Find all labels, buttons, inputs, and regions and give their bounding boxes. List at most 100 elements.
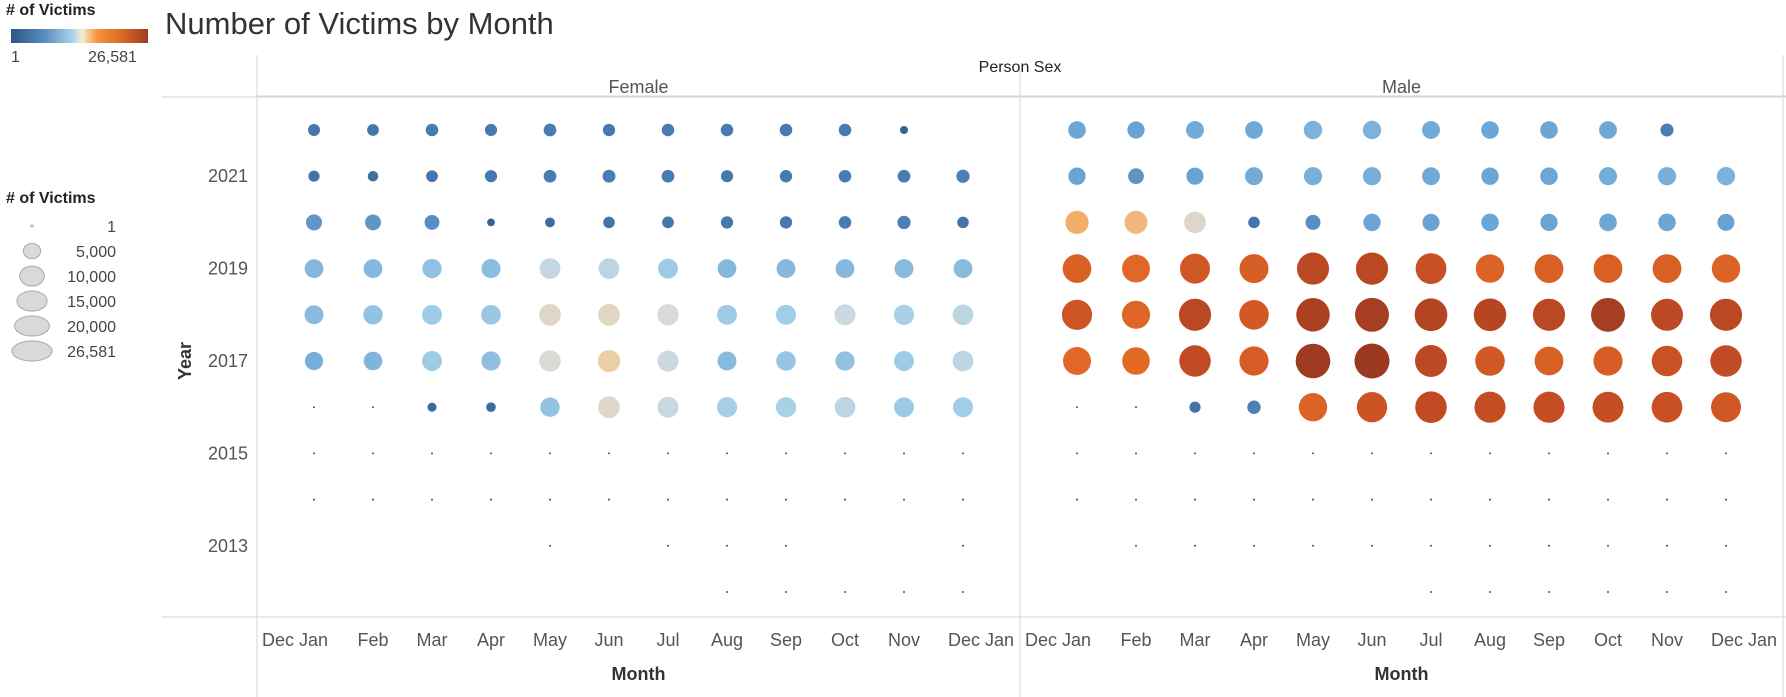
data-point (956, 169, 970, 183)
data-point (1548, 544, 1550, 547)
data-point (953, 259, 973, 279)
data-point (1296, 252, 1330, 285)
data-point (1657, 167, 1677, 186)
data-point (1652, 254, 1682, 283)
data-point (835, 351, 855, 371)
column-header: Person Sex (979, 59, 1062, 76)
data-point (481, 259, 501, 279)
data-point (1599, 213, 1617, 232)
data-point (1592, 391, 1624, 423)
data-point (834, 304, 856, 326)
data-point (894, 259, 914, 279)
data-point (899, 125, 909, 135)
data-point (1312, 452, 1314, 455)
x-tick-label: Mar (417, 630, 448, 650)
x-tick-label: Aug (1474, 630, 1506, 650)
data-point (431, 452, 433, 455)
data-point (658, 258, 678, 279)
data-point (1666, 452, 1668, 455)
x-tick-label: Jun (594, 630, 623, 650)
data-point (720, 170, 734, 183)
data-point (776, 351, 796, 371)
data-point (313, 498, 315, 501)
data-point (1068, 167, 1086, 185)
data-point (1135, 406, 1137, 409)
size-legend-mark (16, 290, 48, 312)
x-axis-title: Month (612, 664, 666, 684)
x-tick-label: Dec Jan (948, 630, 1014, 650)
data-point (667, 544, 669, 547)
data-point (313, 406, 315, 409)
data-point (1534, 346, 1564, 376)
data-point (1422, 167, 1440, 186)
data-point (484, 123, 498, 137)
data-point (1247, 400, 1261, 414)
data-point (427, 402, 437, 412)
data-point (1422, 121, 1440, 139)
data-point (1540, 167, 1558, 185)
x-axis-title: Month (1375, 664, 1429, 684)
data-point (1355, 252, 1389, 285)
data-point (785, 498, 787, 501)
data-point (662, 216, 674, 229)
data-point (308, 170, 320, 182)
data-point (1725, 591, 1727, 593)
data-point (1540, 213, 1558, 232)
y-tick-label: 2017 (208, 351, 248, 371)
data-point (367, 170, 379, 182)
data-point (661, 123, 675, 137)
x-tick-label: Oct (831, 630, 859, 650)
data-point (726, 591, 728, 593)
data-point (1415, 391, 1447, 423)
data-point (1607, 591, 1609, 593)
size-legend-label: 20,000 (67, 319, 116, 336)
data-point (1253, 498, 1255, 501)
data-point (1245, 121, 1263, 139)
data-point (1062, 254, 1092, 283)
data-point (897, 169, 911, 183)
y-tick-label: 2015 (208, 443, 248, 463)
data-point (962, 498, 964, 501)
x-tick-label: Jul (1419, 630, 1442, 650)
x-tick-label: Oct (1594, 630, 1622, 650)
x-tick-label: Dec Jan (1025, 630, 1091, 650)
data-point (1658, 213, 1676, 232)
data-point (1593, 346, 1623, 376)
data-point (304, 351, 324, 371)
data-point (1533, 391, 1565, 423)
data-point (1122, 347, 1150, 375)
data-point (1489, 591, 1491, 593)
data-point (1061, 299, 1093, 330)
size-legend-label: 15,000 (67, 294, 116, 311)
data-point (1548, 498, 1550, 501)
data-point (424, 214, 440, 230)
x-tick-label: May (1296, 630, 1330, 650)
x-tick-label: Dec Jan (262, 630, 328, 650)
data-point (1607, 544, 1609, 547)
x-tick-label: Feb (357, 630, 388, 650)
data-point (1540, 121, 1558, 139)
data-point (598, 396, 620, 419)
data-point (717, 259, 737, 278)
data-point (1239, 346, 1269, 376)
data-point (597, 349, 621, 373)
data-point (304, 305, 324, 325)
data-point (1414, 298, 1448, 332)
x-tick-label: Apr (477, 630, 505, 650)
data-point (608, 452, 610, 455)
size-legend-label: 26,581 (67, 344, 116, 361)
data-point (1186, 121, 1204, 139)
data-point (1481, 213, 1499, 232)
data-point (1121, 300, 1151, 329)
data-point (726, 452, 728, 455)
data-point (1248, 216, 1260, 229)
data-point (1312, 544, 1314, 547)
data-point (1489, 544, 1491, 547)
data-point (422, 351, 442, 371)
x-tick-label: Apr (1240, 630, 1268, 650)
data-point (365, 214, 381, 231)
data-point (598, 303, 620, 326)
data-point (779, 216, 793, 229)
data-point (1710, 345, 1742, 377)
